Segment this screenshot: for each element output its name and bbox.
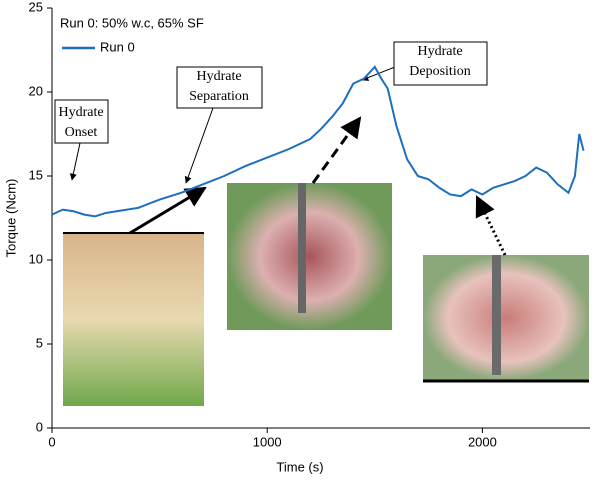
photo-shaft bbox=[492, 255, 501, 375]
y-tick-label: 25 bbox=[29, 0, 43, 14]
photo-beaker bbox=[63, 233, 204, 406]
chart-title: Run 0: 50% w.c, 65% SF bbox=[60, 15, 204, 30]
data-line bbox=[51, 65, 585, 218]
arrows bbox=[69, 64, 507, 256]
annotation: Hydrate Deposition bbox=[393, 41, 488, 86]
y-tick-label: 10 bbox=[29, 251, 43, 266]
arrow bbox=[69, 142, 81, 181]
annotation-text: Hydrate Separation bbox=[189, 69, 249, 104]
y-tick-label: 5 bbox=[36, 335, 43, 350]
photo-shaft bbox=[298, 183, 306, 313]
x-tick-label: 0 bbox=[48, 434, 55, 449]
y-axis-label: Torque (Ncm) bbox=[3, 179, 18, 258]
x-tick-label: 2000 bbox=[468, 434, 497, 449]
photo-separation bbox=[227, 183, 392, 330]
annotation-text: Hydrate Deposition bbox=[409, 44, 470, 79]
y-tick-label: 15 bbox=[29, 167, 43, 182]
photos bbox=[63, 183, 589, 406]
arrow bbox=[475, 195, 507, 256]
arrow bbox=[129, 186, 207, 235]
y-tick-label: 20 bbox=[29, 83, 43, 98]
arrow bbox=[311, 116, 362, 184]
photo-deposition bbox=[423, 255, 589, 381]
x-tick-label: 1000 bbox=[253, 434, 282, 449]
arrow bbox=[184, 107, 214, 184]
annotation: Hydrate Onset bbox=[54, 99, 109, 144]
y-tick-label: 0 bbox=[36, 419, 43, 434]
annotation: Hydrate Separation bbox=[176, 66, 263, 109]
annotation-text: Hydrate Onset bbox=[58, 105, 103, 140]
legend-label: Run 0 bbox=[100, 39, 135, 54]
x-axis-label: Time (s) bbox=[276, 459, 323, 474]
